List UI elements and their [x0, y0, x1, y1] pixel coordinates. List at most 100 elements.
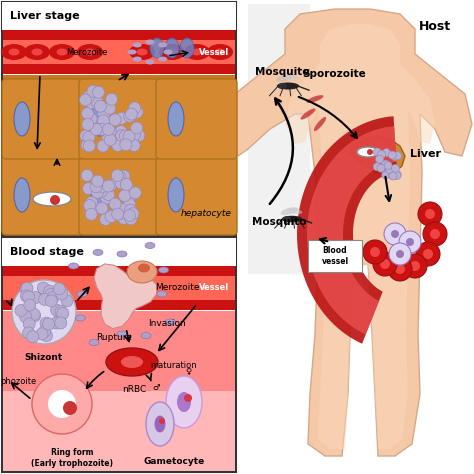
- Circle shape: [127, 208, 139, 220]
- Ellipse shape: [287, 208, 302, 214]
- Circle shape: [91, 186, 103, 199]
- Ellipse shape: [77, 291, 87, 297]
- Circle shape: [105, 179, 117, 191]
- Circle shape: [57, 308, 69, 319]
- Ellipse shape: [127, 261, 157, 283]
- Circle shape: [98, 108, 110, 120]
- Text: Ring form
(Early trophozoite): Ring form (Early trophozoite): [31, 448, 113, 468]
- Bar: [2, 2, 236, 30]
- Circle shape: [388, 257, 412, 281]
- Ellipse shape: [166, 48, 177, 55]
- Circle shape: [104, 102, 116, 114]
- Circle shape: [45, 288, 57, 301]
- Ellipse shape: [166, 376, 202, 428]
- Circle shape: [44, 285, 55, 297]
- Circle shape: [116, 130, 128, 142]
- Circle shape: [120, 139, 132, 151]
- FancyBboxPatch shape: [156, 79, 237, 159]
- Circle shape: [125, 108, 137, 120]
- Circle shape: [393, 171, 401, 178]
- Circle shape: [395, 264, 405, 274]
- Circle shape: [392, 153, 399, 161]
- Bar: [2, 238, 236, 266]
- Circle shape: [384, 162, 392, 170]
- Circle shape: [24, 299, 36, 311]
- Circle shape: [403, 254, 427, 278]
- Text: Invasion: Invasion: [148, 319, 186, 328]
- Circle shape: [382, 171, 390, 179]
- Ellipse shape: [314, 117, 326, 131]
- Circle shape: [116, 203, 128, 215]
- Text: ♂: ♂: [152, 383, 160, 392]
- Circle shape: [184, 394, 192, 402]
- Circle shape: [128, 139, 140, 152]
- Circle shape: [53, 283, 65, 295]
- Ellipse shape: [168, 102, 184, 136]
- Ellipse shape: [177, 392, 191, 412]
- Ellipse shape: [137, 48, 147, 55]
- Circle shape: [28, 310, 41, 322]
- Circle shape: [90, 123, 102, 136]
- Ellipse shape: [357, 147, 379, 157]
- Circle shape: [410, 261, 420, 271]
- Circle shape: [123, 130, 135, 142]
- Circle shape: [51, 317, 63, 329]
- Ellipse shape: [283, 216, 291, 222]
- FancyBboxPatch shape: [79, 155, 160, 235]
- Circle shape: [127, 134, 138, 146]
- Circle shape: [388, 151, 396, 159]
- Polygon shape: [228, 9, 472, 456]
- Circle shape: [102, 189, 115, 201]
- FancyBboxPatch shape: [79, 79, 160, 159]
- Circle shape: [43, 318, 55, 330]
- Circle shape: [46, 295, 57, 307]
- Circle shape: [109, 114, 121, 126]
- Circle shape: [111, 170, 123, 182]
- Circle shape: [396, 250, 404, 258]
- Ellipse shape: [146, 402, 174, 446]
- Circle shape: [406, 238, 414, 246]
- Circle shape: [23, 327, 35, 339]
- Circle shape: [63, 401, 77, 415]
- Bar: [3, 40, 235, 64]
- Circle shape: [79, 94, 91, 106]
- Ellipse shape: [165, 319, 175, 325]
- Ellipse shape: [283, 74, 299, 81]
- Bar: [3, 30, 235, 74]
- FancyBboxPatch shape: [2, 79, 83, 159]
- Ellipse shape: [158, 56, 167, 62]
- Bar: [3, 75, 235, 235]
- Circle shape: [99, 112, 110, 124]
- Circle shape: [114, 172, 126, 183]
- Circle shape: [55, 310, 66, 322]
- Ellipse shape: [121, 356, 143, 368]
- Ellipse shape: [165, 38, 179, 58]
- Circle shape: [392, 164, 400, 173]
- Text: Shizont: Shizont: [25, 354, 63, 363]
- Circle shape: [124, 210, 136, 221]
- Text: phozoite: phozoite: [0, 377, 36, 386]
- Ellipse shape: [150, 38, 164, 58]
- Circle shape: [106, 93, 118, 105]
- Text: ♀: ♀: [185, 367, 191, 376]
- Circle shape: [102, 123, 114, 136]
- Circle shape: [102, 180, 114, 192]
- Circle shape: [100, 213, 112, 226]
- Circle shape: [115, 126, 127, 137]
- Circle shape: [96, 181, 108, 193]
- Text: Sporozoite: Sporozoite: [302, 69, 366, 79]
- Ellipse shape: [282, 216, 302, 222]
- Circle shape: [112, 139, 124, 151]
- Circle shape: [125, 213, 137, 225]
- Circle shape: [416, 242, 440, 266]
- Circle shape: [83, 140, 95, 152]
- Circle shape: [128, 129, 140, 141]
- Circle shape: [116, 203, 128, 215]
- Circle shape: [102, 133, 114, 145]
- Polygon shape: [307, 126, 396, 335]
- Ellipse shape: [49, 44, 75, 60]
- Text: Mosquito: Mosquito: [255, 67, 310, 77]
- Text: nRBC: nRBC: [122, 385, 146, 394]
- Ellipse shape: [93, 249, 103, 255]
- Circle shape: [84, 200, 96, 211]
